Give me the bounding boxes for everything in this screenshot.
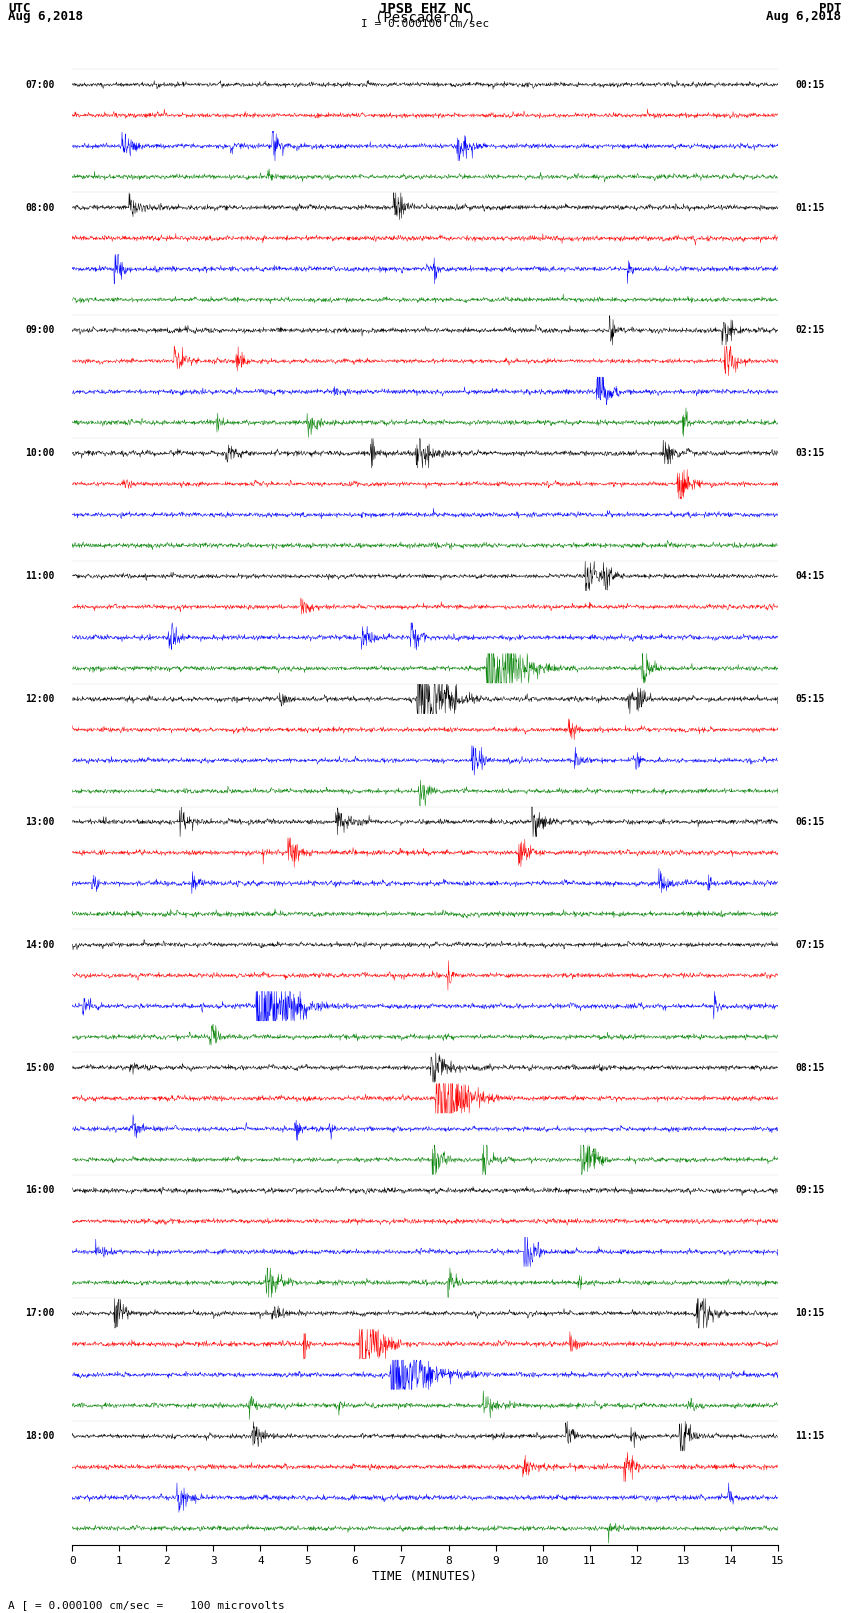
Text: 16:00: 16:00 [25,1186,54,1195]
Text: 18:00: 18:00 [25,1431,54,1440]
Text: 09:00: 09:00 [25,326,54,336]
Text: 10:15: 10:15 [796,1308,825,1318]
Text: UTC: UTC [8,3,31,16]
Text: 04:15: 04:15 [796,571,825,581]
Text: 07:00: 07:00 [25,79,54,90]
X-axis label: TIME (MINUTES): TIME (MINUTES) [372,1569,478,1582]
Text: Aug 6,2018: Aug 6,2018 [767,11,842,24]
Text: 03:15: 03:15 [796,448,825,458]
Text: 11:00: 11:00 [25,571,54,581]
Text: A [ = 0.000100 cm/sec =    100 microvolts: A [ = 0.000100 cm/sec = 100 microvolts [8,1600,286,1610]
Text: 06:15: 06:15 [796,816,825,827]
Text: (Pescadero ): (Pescadero ) [375,11,475,24]
Text: 15:00: 15:00 [25,1063,54,1073]
Text: 10:00: 10:00 [25,448,54,458]
Text: PDT: PDT [819,3,842,16]
Text: 08:15: 08:15 [796,1063,825,1073]
Text: 01:15: 01:15 [796,203,825,213]
Text: 00:15: 00:15 [796,79,825,90]
Text: Aug 6,2018: Aug 6,2018 [8,11,83,24]
Text: JPSB EHZ NC: JPSB EHZ NC [379,3,471,16]
Text: 14:00: 14:00 [25,940,54,950]
Text: 07:15: 07:15 [796,940,825,950]
Text: I = 0.000100 cm/sec: I = 0.000100 cm/sec [361,18,489,29]
Text: 11:15: 11:15 [796,1431,825,1440]
Text: 13:00: 13:00 [25,816,54,827]
Text: 02:15: 02:15 [796,326,825,336]
Text: 12:00: 12:00 [25,694,54,703]
Text: 08:00: 08:00 [25,203,54,213]
Text: 05:15: 05:15 [796,694,825,703]
Text: 09:15: 09:15 [796,1186,825,1195]
Text: 17:00: 17:00 [25,1308,54,1318]
